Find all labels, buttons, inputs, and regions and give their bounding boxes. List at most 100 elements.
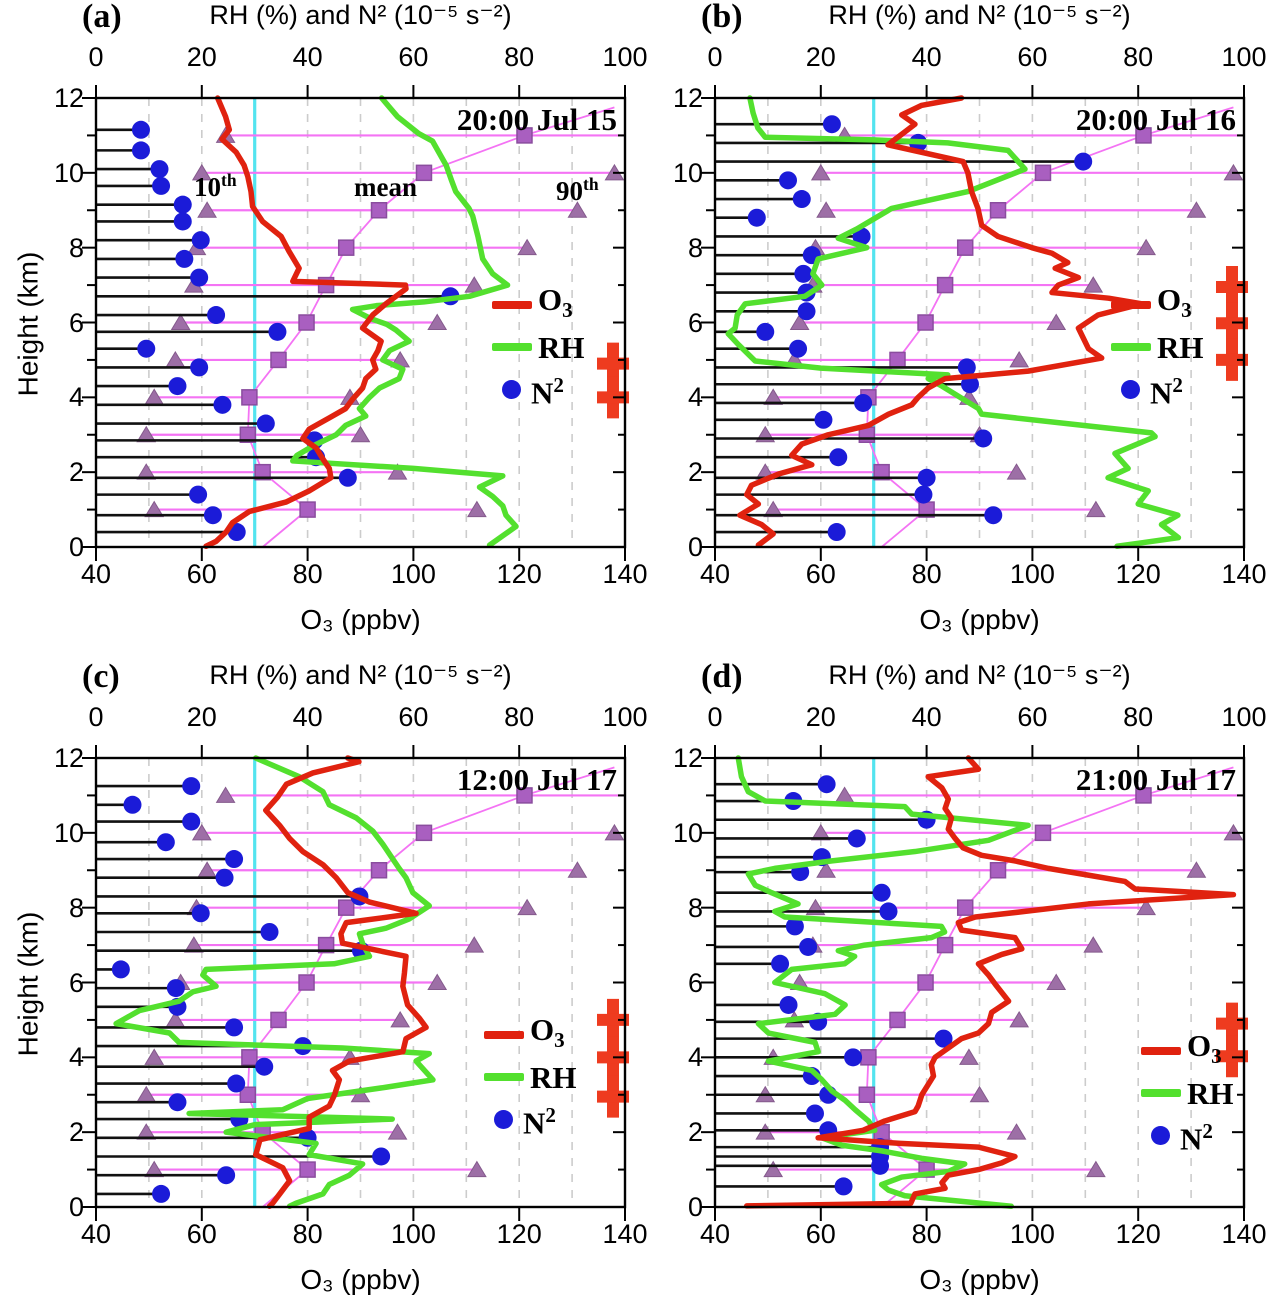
legend: O3 RH N2	[1141, 1030, 1234, 1156]
n2-point	[217, 1166, 236, 1185]
legend-item-rh: RH	[484, 1056, 577, 1098]
rh-curve	[290, 95, 519, 548]
mean-square	[956, 899, 974, 916]
o3-curve	[253, 755, 429, 1210]
n2-point	[131, 120, 150, 139]
n2-point	[822, 115, 841, 134]
n2-point	[168, 377, 187, 396]
o3-curve	[743, 755, 1237, 1209]
percentile-triangle	[763, 388, 784, 405]
n2-dot-swatch	[494, 1109, 513, 1129]
percentile-triangle	[215, 786, 236, 803]
percentile-triangle	[789, 313, 810, 330]
percentile-triangle	[959, 1048, 979, 1065]
n2-point	[794, 264, 813, 283]
panel-letter: (a)	[82, 0, 122, 35]
legend-text: O	[530, 1011, 555, 1047]
timestamp: 12:00 Jul 17	[456, 762, 617, 797]
bottom-tick-label: 120	[496, 1219, 542, 1249]
bottom-tick-label: 80	[911, 1219, 942, 1249]
mean-square	[917, 974, 934, 991]
legend-item-o3: O3	[492, 284, 585, 326]
mean-square	[298, 974, 315, 991]
percentile-triangle	[755, 1123, 776, 1140]
percentile-triangle	[144, 1160, 165, 1178]
percentile-triangle	[144, 500, 165, 518]
bottom-tick-label: 140	[602, 1219, 648, 1249]
n2-layer	[715, 775, 953, 1196]
y-tick-label: 0	[687, 532, 703, 562]
y-tick-label: 10	[53, 157, 84, 188]
n2-point	[917, 468, 936, 487]
n2-point	[829, 448, 848, 467]
legend: O3 RH N2	[484, 1014, 577, 1140]
y-tick-label: 2	[68, 457, 84, 488]
top-tick-label: 80	[504, 42, 535, 72]
percentile-triangle	[144, 1048, 165, 1065]
legend-text: O	[538, 281, 563, 317]
cross-markers	[1216, 1002, 1248, 1078]
n2-point	[182, 777, 201, 796]
n2-point	[152, 1184, 171, 1203]
top-tick-label: 60	[398, 702, 429, 732]
top-tick-label: 100	[602, 42, 648, 72]
percentile-triangle	[464, 936, 485, 953]
bottom-tick-label: 120	[496, 559, 542, 589]
n2-point	[255, 1057, 274, 1076]
rh-curve	[735, 755, 1031, 1210]
y-tick-label: 12	[53, 743, 84, 773]
percentile-triangle	[1046, 313, 1067, 330]
top-tick-label: 0	[88, 702, 104, 732]
percentile-triangle	[1083, 936, 1104, 953]
n2-point	[792, 190, 811, 209]
top-tick-label: 60	[1017, 42, 1048, 72]
mean-square	[270, 351, 287, 369]
bottom-tick-label: 80	[292, 1219, 323, 1249]
legend-item-o3: O3	[484, 1014, 577, 1056]
y-tick-label: 4	[68, 1042, 84, 1073]
n2-point	[934, 1029, 953, 1048]
top-axis-title: RH (%) and N² (10⁻⁵ s⁻²)	[209, 660, 512, 690]
percentile-triangle	[197, 201, 217, 218]
bottom-tick-label: 140	[602, 559, 648, 589]
percentile-triangle	[170, 313, 191, 330]
n2-point	[814, 410, 833, 429]
mean-square	[298, 314, 315, 331]
n2-point	[338, 468, 357, 487]
annotation-mean: mean	[354, 172, 417, 202]
n2-dot-swatch	[1121, 379, 1140, 399]
annotation-sup: th	[221, 170, 237, 190]
mean-square	[299, 501, 316, 518]
legend-item-rh: RH	[1111, 326, 1204, 368]
axis-ticks	[701, 85, 1245, 561]
n2-point	[872, 883, 891, 902]
mean-square	[239, 426, 257, 443]
bottom-tick-label: 120	[1115, 1219, 1161, 1249]
top-tick-label: 100	[1221, 42, 1267, 72]
y-tick-label: 12	[53, 83, 84, 113]
o3-line-swatch	[1111, 301, 1151, 309]
n2-point	[225, 1018, 244, 1037]
top-tick-label: 100	[602, 702, 648, 732]
percentile-triangle	[969, 1085, 990, 1103]
legend-item-n2: N2	[492, 368, 585, 410]
n2-point	[747, 208, 766, 227]
y-tick-label: 2	[687, 1117, 703, 1148]
legend-item-o3: O3	[1141, 1030, 1234, 1072]
mean-square	[299, 1161, 316, 1178]
percentile-triangle	[136, 1123, 157, 1140]
top-tick-label: 40	[292, 702, 323, 732]
y-tick-label: 0	[68, 532, 84, 562]
n2-point	[260, 922, 279, 941]
n2-point	[152, 176, 171, 195]
mean-square	[1034, 164, 1052, 182]
top-tick-label: 80	[504, 702, 535, 732]
bottom-tick-label: 80	[292, 559, 323, 589]
n2-point	[168, 1093, 187, 1112]
legend-label-rh: RH	[1157, 329, 1204, 365]
legend-sup: 2	[1172, 372, 1183, 397]
percentile-triangle	[1046, 973, 1067, 990]
percentile-triangle	[183, 936, 204, 953]
top-tick-label: 20	[805, 702, 836, 732]
mean-square	[936, 276, 954, 294]
